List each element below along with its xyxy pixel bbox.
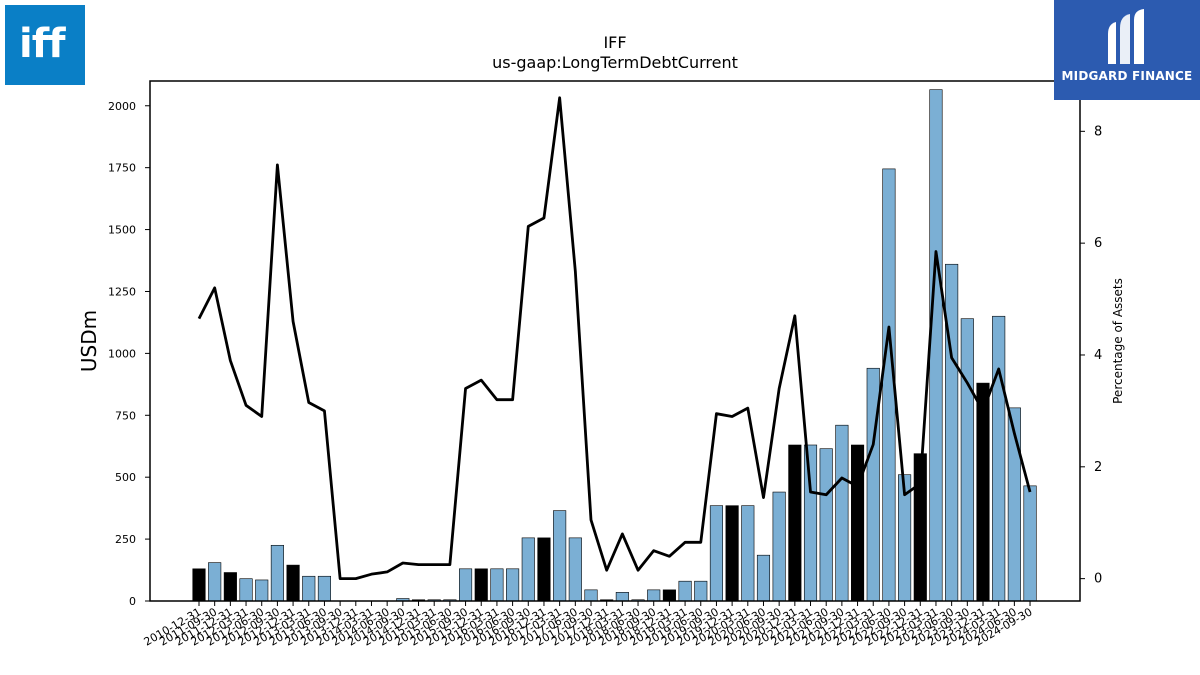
bar [615,592,629,602]
bar [960,318,974,602]
bar [521,537,535,602]
bar [647,589,661,602]
bar [223,572,237,602]
bar [709,505,723,602]
bar [725,505,739,602]
bar [945,263,959,602]
bar [584,589,598,602]
bar [459,568,473,602]
y-tick-label-right: 2 [1094,460,1102,475]
y-tick-label-left: 1250 [108,285,136,298]
bar [662,589,676,602]
y-axis-label-left: USDm [77,310,101,372]
bar [255,579,269,602]
bar [317,575,331,602]
midgard-logo-mark-icon [1108,9,1144,64]
bar [788,444,802,602]
bar [819,448,833,602]
bar [835,424,849,602]
y-tick-label-left: 0 [129,595,136,608]
x-axis: 2010-12-312011-09-302011-12-312012-03-31… [142,601,1035,649]
midgard-logo-text: MIDGARD FINANCE [1061,69,1193,83]
y-tick-label-right: 8 [1094,124,1102,139]
bar [286,564,300,602]
y-axis-left: 0 250 500 750 1000 1250 1500 1750 2000 [108,100,150,608]
y-axis-right: 0 2 4 6 8 [1080,124,1102,587]
bar [568,537,582,602]
y-tick-label-left: 1500 [108,224,136,237]
y-tick-label-left: 1000 [108,347,136,360]
y-tick-label-left: 2000 [108,100,136,113]
bar [678,580,692,602]
y-tick-label-left: 750 [115,409,136,422]
y-tick-label-left: 250 [115,533,136,546]
plot-frame [149,80,1081,602]
y-axis-label-right: Percentage of Assets [1111,278,1125,404]
bar [851,444,865,602]
bar [803,444,818,602]
y-tick-label-right: 4 [1094,348,1102,363]
bar [208,562,222,602]
bar [1023,485,1037,602]
bar [490,568,504,602]
bar [553,510,567,602]
bar [976,382,990,602]
bar [741,505,755,602]
y-tick-label-left: 500 [115,471,136,484]
line-series [197,96,1032,581]
y-tick-label-left: 1750 [108,162,136,175]
y-tick-label-right: 0 [1094,572,1102,587]
bars-layer [192,89,1037,602]
bar [192,568,206,602]
chart-subtitle: us-gaap:LongTermDebtCurrent [492,53,738,72]
bar [239,578,253,602]
line-layer [197,96,1032,581]
bar [929,89,943,602]
bar [772,491,786,602]
bar [506,568,520,602]
bar [694,580,708,602]
bar [474,568,488,602]
chart-title: IFF [603,33,626,52]
bar [756,554,771,602]
bar [270,544,284,602]
midgard-finance-logo: MIDGARD FINANCE [1054,0,1200,100]
iff-logo: iff [5,5,85,85]
bar [302,575,316,602]
iff-logo-text: iff [19,21,66,67]
y-tick-label-right: 6 [1094,236,1102,251]
bar [537,537,551,602]
bar [992,315,1006,602]
